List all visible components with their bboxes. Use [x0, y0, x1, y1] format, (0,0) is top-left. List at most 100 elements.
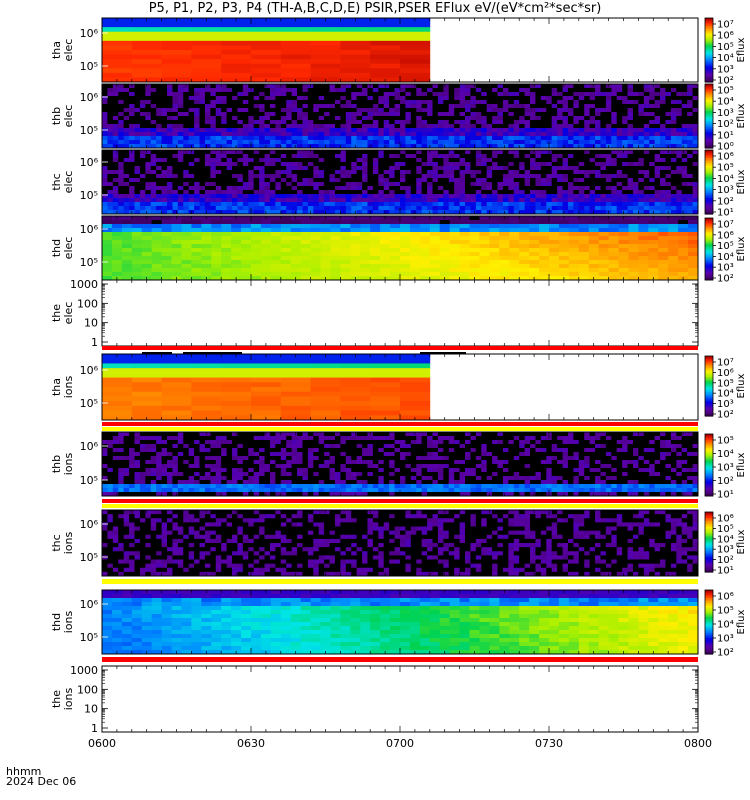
heatmap-cell [465, 84, 471, 89]
heatmap-cell [232, 158, 238, 163]
heatmap-cell [692, 108, 699, 113]
heatmap-cell [665, 178, 672, 183]
heatmap-cell [654, 96, 661, 101]
heatmap-cell [191, 240, 202, 245]
colorbar-segment [705, 59, 713, 62]
heatmap-cell [502, 170, 509, 175]
heatmap-cell [400, 216, 411, 221]
heatmap-cell [492, 120, 498, 125]
heatmap-cell [589, 206, 596, 211]
heatmap-cell [188, 128, 195, 133]
heatmap-cell [171, 232, 182, 237]
heatmap-cell [251, 50, 282, 55]
heatmap-cell [204, 186, 211, 191]
heatmap-cell [481, 166, 488, 171]
heatmap-cell [530, 128, 536, 133]
heatmap-cell [334, 140, 341, 145]
heatmap-cell [121, 268, 133, 273]
heatmap-cell [400, 182, 406, 187]
heatmap-cell [670, 198, 677, 203]
heatmap-cell [432, 182, 439, 187]
heatmap-cell [329, 178, 336, 183]
heatmap-cell [670, 210, 677, 215]
heatmap-cell [334, 144, 341, 149]
heatmap-cell [150, 120, 157, 125]
heatmap-cell [199, 136, 206, 141]
heatmap-cell [649, 124, 656, 129]
heatmap-cell [558, 224, 570, 229]
heatmap-cell [400, 68, 431, 74]
heatmap-cell [489, 252, 500, 257]
heatmap-cell [201, 272, 212, 277]
heatmap-cell [616, 96, 623, 101]
heatmap-cell [692, 198, 699, 203]
heatmap-cell [237, 120, 244, 125]
heatmap-cell [475, 84, 482, 89]
heatmap-cell [562, 170, 569, 175]
heatmap-cell [156, 178, 162, 183]
heatmap-cell [310, 272, 321, 277]
heatmap-cell [172, 116, 179, 121]
heatmap-cell [589, 100, 596, 105]
heatmap-cell [508, 174, 515, 179]
heatmap-cell [139, 132, 146, 137]
heatmap-cell [632, 140, 639, 145]
heatmap-cell [681, 194, 688, 199]
heatmap-cell [253, 96, 260, 101]
heatmap-cell [519, 158, 526, 163]
heatmap-cell [410, 84, 417, 89]
heatmap-cell [264, 96, 271, 101]
colorbar-segment [705, 158, 713, 161]
heatmap-cell [643, 170, 650, 175]
heatmap-cell [172, 210, 179, 215]
heatmap-cell [470, 158, 477, 163]
heatmap-cell [573, 120, 580, 125]
heatmap-cell [134, 104, 141, 109]
heatmap-cell [145, 140, 152, 145]
heatmap-cell [383, 150, 390, 155]
y-axis-label-probe: thc [50, 173, 63, 190]
heatmap-cell [356, 166, 363, 171]
heatmap-cell [356, 154, 363, 159]
heatmap-cell [638, 216, 649, 221]
heatmap-cell [416, 202, 423, 207]
heatmap-cell [421, 202, 428, 207]
heatmap-cell [372, 162, 379, 167]
heatmap-cell [172, 154, 179, 159]
heatmap-cell [151, 276, 162, 281]
heatmap-cell [519, 84, 526, 89]
heatmap-cell [622, 96, 628, 101]
heatmap-cell [448, 108, 455, 113]
heatmap-cell [530, 198, 536, 203]
heatmap-cell [475, 154, 482, 159]
heatmap-cell [546, 116, 553, 121]
heatmap-cell [269, 88, 276, 93]
heatmap-cell [345, 112, 352, 117]
heatmap-cell [139, 210, 146, 215]
heatmap-cell [410, 136, 417, 141]
heatmap-cell [632, 136, 639, 141]
heatmap-cell [557, 84, 563, 89]
heatmap-cell [181, 276, 192, 281]
heatmap-cell [191, 216, 202, 221]
heatmap-cell [102, 36, 133, 42]
heatmap-cell [383, 88, 390, 93]
heatmap-cell [329, 128, 336, 133]
heatmap-cell [600, 174, 607, 179]
heatmap-cell [459, 108, 466, 113]
heatmap-cell [264, 132, 271, 137]
heatmap-cell [112, 154, 119, 159]
heatmap-cell [549, 236, 560, 241]
heatmap-cell [324, 210, 330, 215]
heatmap-cell [432, 140, 439, 145]
heatmap-cell [546, 136, 553, 141]
heatmap-cell [183, 84, 190, 89]
heatmap-cell [360, 244, 371, 249]
heatmap-cell [334, 158, 341, 163]
heatmap-cell [605, 178, 612, 183]
heatmap-cell [121, 232, 133, 237]
heatmap-cell [654, 128, 661, 133]
heatmap-cell [513, 206, 520, 211]
heatmap-cell [383, 108, 390, 113]
heatmap-cell [540, 158, 547, 163]
